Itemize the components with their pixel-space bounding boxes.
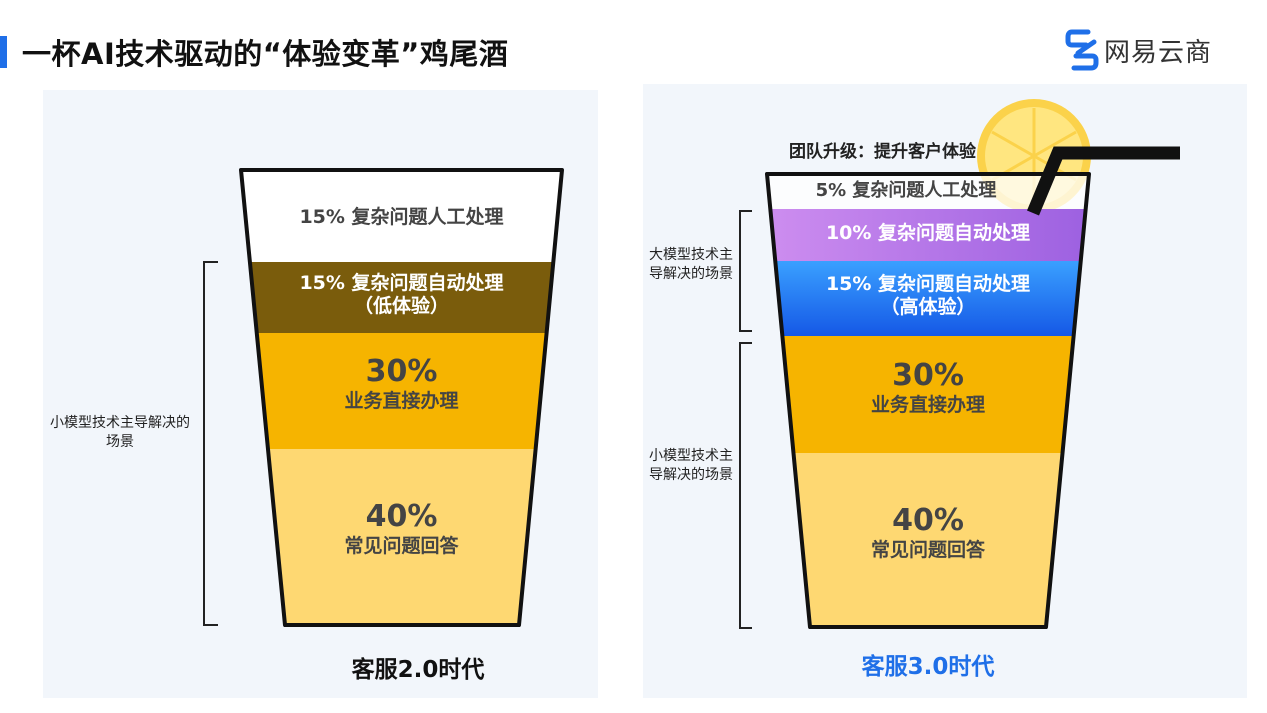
right-seg-auto-high: [767, 261, 1089, 336]
left-faq-label: 40% 常见问题回答: [241, 499, 562, 558]
right-era-caption: 客服3.0时代: [861, 654, 995, 680]
right-faq-label: 40% 常见问题回答: [767, 503, 1089, 562]
right-upper-bracket: [739, 210, 752, 332]
straw-icon: [1027, 146, 1180, 216]
right-faq-text: 常见问题回答: [870, 539, 985, 561]
left-faq-text: 常见问题回答: [344, 535, 459, 557]
right-top-note: 团队升级：提升客户体验: [789, 142, 976, 162]
right-faq-pct: 40%: [892, 503, 964, 538]
right-business-pct: 30%: [892, 358, 964, 393]
left-auto-low-label: 15% 复杂问题自动处理 （低体验）: [241, 272, 562, 318]
right-auto-high-line1: 15% 复杂问题自动处理: [825, 273, 1031, 295]
left-era-caption: 客服2.0时代: [351, 657, 485, 683]
left-faq-pct: 40%: [365, 499, 438, 534]
right-upper-bracket-note: 大模型技术主导解决的场景: [649, 247, 733, 282]
right-glass-outline: [765, 172, 1091, 629]
left-manual-label: 15% 复杂问题人工处理: [299, 206, 504, 228]
left-seg-auto-low: [241, 262, 562, 333]
right-seg-auto-llm: [767, 209, 1089, 261]
brand: 网易云商: [1064, 28, 1212, 72]
right-auto-high-line2: （高体验）: [880, 295, 976, 318]
right-auto-high-label: 15% 复杂问题自动处理 （高体验）: [767, 273, 1089, 319]
right-auto-llm-label: 10% 复杂问题自动处理: [825, 222, 1031, 244]
right-business-label: 30% 业务直接办理: [767, 358, 1089, 417]
left-seg-faq: [241, 449, 562, 625]
left-glass-outline: [239, 168, 564, 627]
left-seg-business: [241, 333, 562, 449]
left-auto-low-line1: 15% 复杂问题自动处理: [299, 272, 504, 294]
right-manual-label: 5% 复杂问题人工处理: [815, 180, 997, 201]
left-bracket-note: 小模型技术主导解决的场景: [50, 415, 190, 450]
right-lower-bracket: [739, 342, 752, 629]
page-title: 一杯AI技术驱动的“体验变革”鸡尾酒: [22, 37, 509, 71]
left-business-text: 业务直接办理: [344, 390, 459, 412]
left-business-pct: 30%: [365, 354, 438, 389]
left-glass: [239, 168, 564, 627]
right-seg-business: [767, 336, 1089, 453]
title-accent-bar: [0, 36, 7, 68]
right-business-text: 业务直接办理: [870, 394, 985, 416]
left-bracket: [203, 261, 218, 626]
left-seg-manual: [241, 170, 562, 262]
left-auto-low-line2: （低体验）: [353, 294, 449, 317]
right-glass: [765, 172, 1091, 629]
netease-yunshang-logo-icon: [1065, 29, 1099, 71]
left-business-label: 30% 业务直接办理: [241, 354, 562, 413]
right-lower-bracket-note: 小模型技术主导解决的场景: [649, 448, 733, 483]
right-seg-faq: [767, 453, 1089, 627]
brand-name: 网易云商: [1104, 37, 1213, 68]
